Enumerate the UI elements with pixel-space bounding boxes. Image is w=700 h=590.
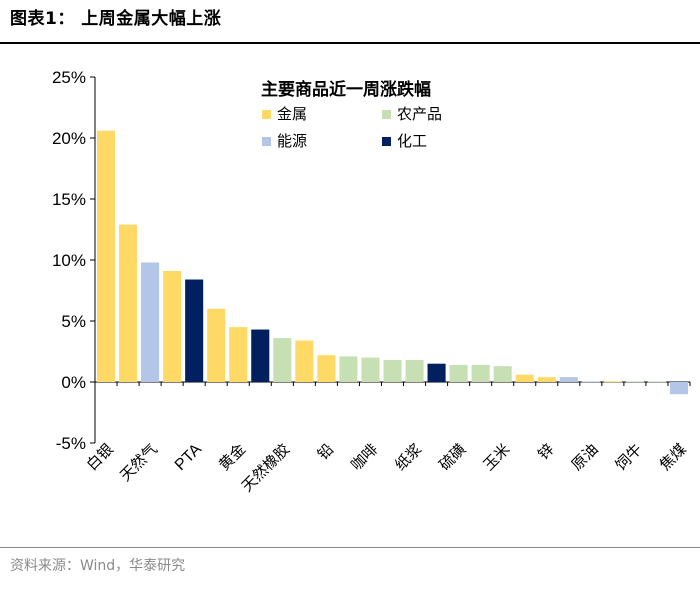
- x-category-label: PTA: [172, 441, 205, 474]
- y-tick-label: 25%: [52, 68, 86, 87]
- y-tick-label: 15%: [52, 190, 86, 209]
- top-divider: [0, 42, 700, 44]
- bar-天然橡胶: [273, 338, 292, 382]
- y-tick-label: 0%: [61, 373, 86, 392]
- bar-纸浆: [405, 360, 424, 382]
- x-category-label: 天然气: [116, 440, 161, 485]
- x-category-label: 天然橡胶: [238, 440, 293, 495]
- chart-category-labels: 白银 天然气 PTA 黄金天然橡胶铅咖啡 纸浆 硫磺 玉米锌原油 饲牛 焦煤: [83, 440, 690, 495]
- bar-铝: [163, 270, 182, 382]
- bar-锌: [537, 377, 556, 382]
- x-category-label: 咖啡: [347, 440, 381, 474]
- legend-swatch: [262, 137, 271, 146]
- y-tick-label: 10%: [52, 251, 86, 270]
- x-category-label: 原油: [568, 440, 602, 474]
- chart-bars: [96, 130, 689, 395]
- legend-swatch: [382, 137, 391, 146]
- bar-镍: [295, 340, 314, 382]
- y-tick-label: 5%: [61, 312, 86, 331]
- legend-label: 化工: [397, 132, 427, 150]
- x-category-label: 饲牛: [612, 440, 646, 474]
- x-category-label: 玉米: [480, 440, 514, 474]
- bar-天然气: [141, 262, 160, 382]
- bar-菜粕: [647, 381, 666, 383]
- x-category-label: 锌: [534, 440, 557, 463]
- legend-swatch: [382, 110, 391, 119]
- bar-甲醇: [251, 329, 270, 382]
- bar-螺纹: [603, 381, 622, 383]
- y-tick-label: 20%: [52, 129, 86, 148]
- bar-硫磺: [449, 364, 468, 382]
- bar-原油: [559, 377, 578, 382]
- bar-大豆: [339, 356, 358, 382]
- bar-黄金: [229, 327, 248, 382]
- bar-棉花: [383, 360, 402, 382]
- bar-饲牛: [625, 381, 644, 383]
- x-category-label: 硫磺: [435, 440, 469, 474]
- bar-咖啡: [361, 357, 380, 382]
- bar-PTA: [185, 279, 204, 382]
- chart-axes: -5% 0% 5% 10% 15% 20% 25%: [52, 68, 691, 453]
- bar-玉米: [493, 366, 512, 382]
- bottom-divider: [0, 547, 700, 548]
- bar-白银: [96, 130, 116, 382]
- legend-label: 农产品: [397, 105, 442, 123]
- bar-铜: [119, 224, 138, 382]
- x-category-label: 铅: [314, 440, 337, 463]
- x-category-label: 白银: [83, 440, 117, 474]
- legend-label: 能源: [277, 132, 307, 150]
- x-category-label: 焦煤: [656, 440, 690, 474]
- bar-焦煤: [669, 382, 689, 395]
- chart-title: 主要商品近一周涨跌幅: [261, 79, 431, 100]
- y-tick-label: -5%: [56, 434, 86, 453]
- x-category-label: 纸浆: [391, 440, 425, 474]
- legend-label: 金属: [277, 105, 307, 123]
- bar-铁矿: [515, 374, 534, 382]
- bar-小麦: [471, 364, 490, 382]
- bar-chart: -5% 0% 5% 10% 15% 20% 25% 白银 天然气 PTA 黄金天然橡胶铅咖啡 纸浆硫…: [52, 68, 691, 495]
- figure-title: 图表1： 上周金属大幅上涨: [10, 9, 222, 29]
- bar-锡: [207, 308, 226, 382]
- bar-铅: [317, 355, 336, 382]
- bar-原油2: [581, 381, 600, 383]
- bar-尿素: [427, 363, 446, 382]
- source-note: 资料来源：Wind，华泰研究: [10, 558, 186, 574]
- legend-swatch: [262, 110, 271, 119]
- x-category-label: 黄金: [215, 440, 249, 474]
